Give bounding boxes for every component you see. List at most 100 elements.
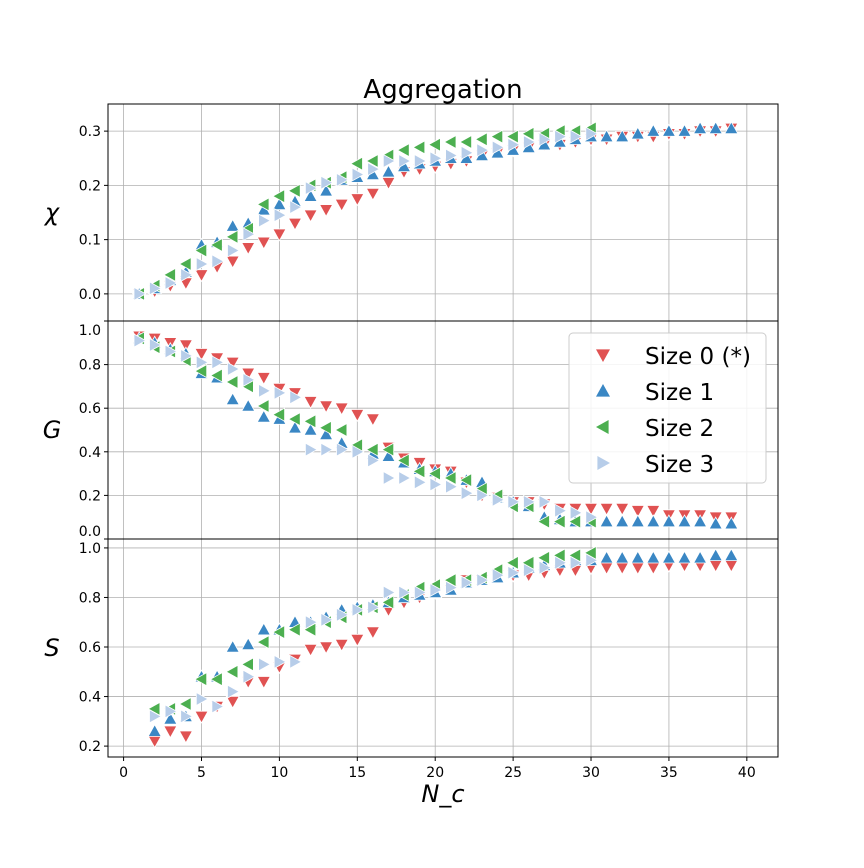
y-tick-label: 0.2: [79, 739, 101, 755]
data-point: [569, 129, 583, 144]
data-point: [398, 153, 412, 169]
chart-title: Aggregation: [363, 75, 522, 105]
data-point: [209, 237, 223, 253]
data-point: [163, 711, 178, 725]
data-point: [241, 637, 256, 651]
panel-2: 0.2 0.4 0.6 0.8 1.0 S 0 5 10 15 20 25 30 35 40: [44, 538, 779, 781]
data-point: [289, 654, 303, 670]
data-point: [677, 123, 692, 137]
data-point: [615, 550, 630, 564]
data-point: [162, 267, 176, 283]
data-point: [256, 236, 271, 250]
data-point: [349, 156, 363, 171]
data-point: [381, 177, 396, 191]
data-point: [569, 555, 583, 570]
legend-label: Size 3: [645, 452, 714, 478]
data-point: [427, 466, 441, 481]
x-tick-label: 40: [738, 765, 756, 781]
data-point: [538, 132, 552, 147]
data-point: [708, 559, 723, 573]
data-point: [552, 514, 566, 529]
data-point: [350, 634, 365, 647]
data-point: [272, 407, 286, 422]
data-point: [258, 657, 272, 672]
data-point: [554, 503, 568, 518]
data-point: [225, 229, 239, 245]
y-tick-label: 0.8: [79, 590, 101, 606]
data-point: [365, 442, 379, 457]
data-point: [630, 514, 645, 528]
data-point: [476, 572, 490, 588]
data-point: [381, 448, 396, 462]
legend-marker: [596, 349, 610, 362]
data-point: [195, 256, 209, 272]
data-point: [225, 664, 239, 679]
series-3: [149, 553, 599, 724]
data-point: [227, 361, 241, 377]
data-point: [241, 242, 256, 256]
data-point: [661, 550, 677, 564]
data-point: [692, 121, 708, 135]
data-point: [724, 559, 739, 573]
data-point: [209, 672, 223, 687]
data-point: [350, 193, 365, 207]
data-point: [351, 602, 365, 618]
data-point: [396, 453, 410, 468]
data-point: [476, 488, 490, 503]
data-point: [350, 409, 365, 423]
data-point: [240, 657, 254, 672]
data-point: [272, 228, 287, 242]
data-point: [178, 696, 192, 712]
legend-marker: [597, 456, 610, 470]
x-tick-label: 35: [660, 765, 678, 781]
data-point: [708, 548, 723, 561]
data-point: [256, 372, 271, 386]
data-point: [195, 355, 209, 370]
data-point: [507, 494, 521, 510]
data-point: [195, 691, 209, 707]
data-point: [381, 164, 396, 178]
legend-box: [568, 332, 767, 484]
data-point: [429, 477, 443, 492]
data-point: [227, 684, 241, 699]
data-point: [585, 510, 599, 525]
series-1: [147, 548, 739, 737]
data-point: [303, 188, 318, 202]
data-point: [677, 550, 692, 564]
data-point: [241, 367, 256, 381]
y-tick-label: 0.6: [79, 401, 101, 417]
data-point: [304, 180, 318, 196]
y-tick-label: 1.0: [79, 541, 101, 557]
data-point: [287, 411, 301, 427]
data-point: [536, 550, 550, 565]
data-point: [149, 337, 163, 353]
data-point: [303, 396, 318, 410]
y-tick-label: 0.0: [79, 524, 101, 540]
data-point: [445, 148, 459, 163]
data-point: [708, 121, 723, 135]
data-point: [303, 643, 318, 657]
data-point: [381, 595, 395, 610]
data-point: [585, 126, 599, 141]
data-point: [147, 723, 162, 737]
data-point: [724, 121, 739, 135]
y-tick-label: 0.2: [79, 178, 101, 194]
data-point: [443, 470, 457, 486]
y-tick-label: 0.1: [79, 233, 101, 249]
data-point: [194, 363, 208, 379]
data-point: [505, 129, 519, 144]
data-point: [630, 505, 645, 519]
data-point: [521, 126, 535, 141]
data-point: [568, 514, 581, 529]
data-point: [273, 654, 287, 670]
data-point: [194, 672, 208, 687]
y-tick-label: 0.0: [79, 287, 101, 303]
data-point: [569, 505, 583, 520]
data-point: [523, 494, 537, 510]
data-point: [412, 140, 426, 155]
data-point: [149, 709, 163, 724]
data-point: [133, 333, 147, 348]
data-point: [318, 183, 334, 197]
data-point: [178, 730, 194, 744]
x-axis-label: N_c: [421, 780, 464, 808]
